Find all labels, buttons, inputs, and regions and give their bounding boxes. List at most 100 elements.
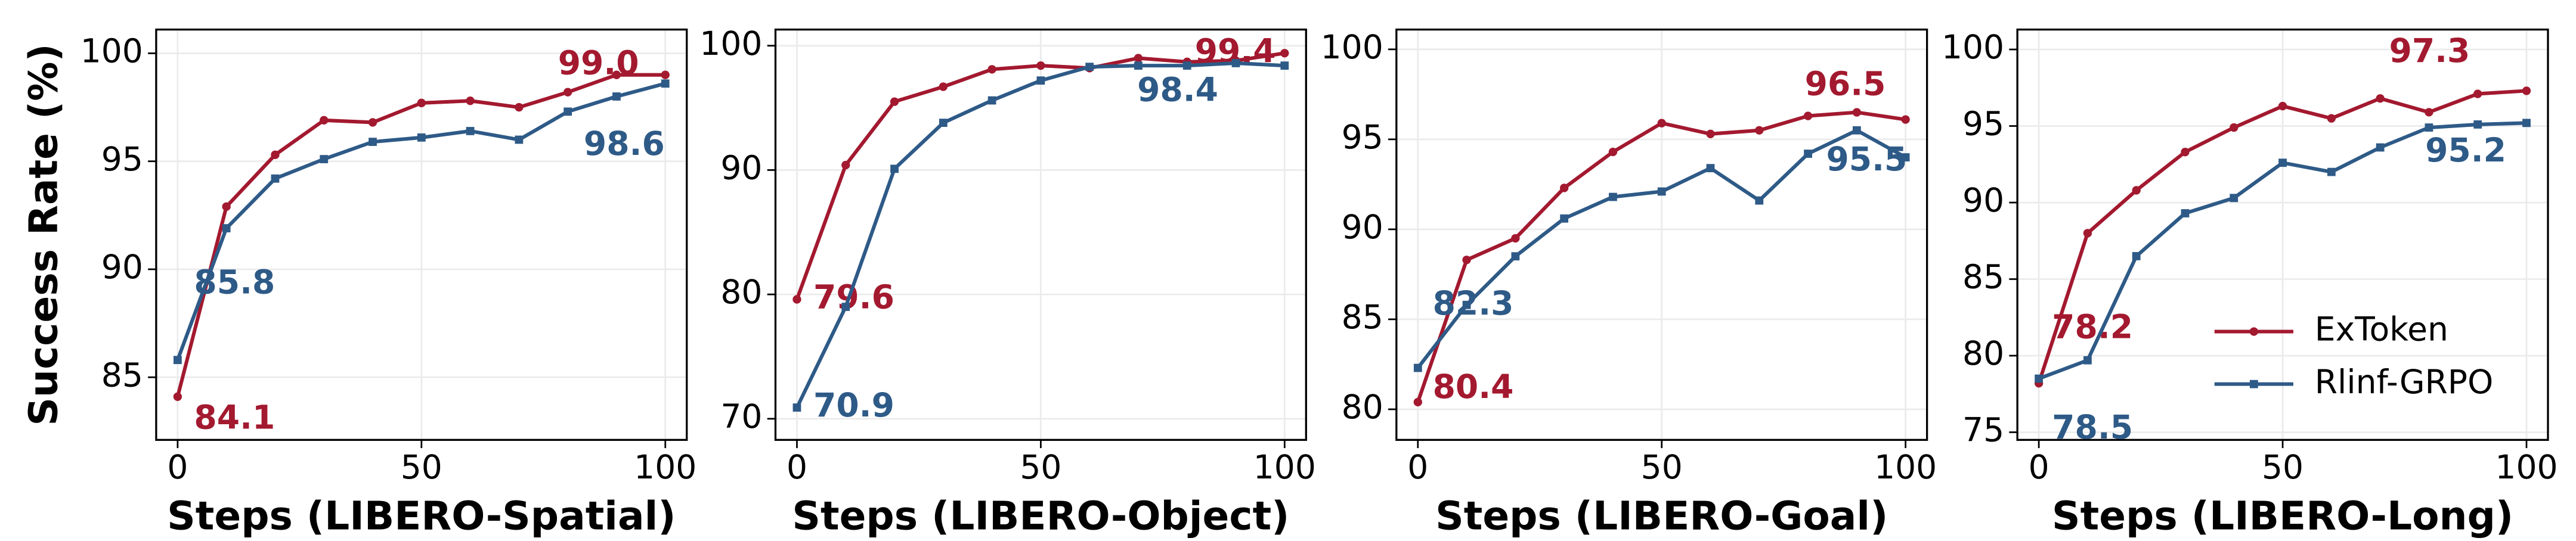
data-label: 96.5 — [1805, 65, 1886, 103]
x-tick-label: 100 — [634, 448, 696, 486]
point-marker — [173, 392, 182, 401]
point-marker — [939, 82, 948, 91]
point-marker — [417, 133, 426, 142]
y-tick-label: 100 — [699, 24, 762, 63]
point-marker — [271, 174, 280, 183]
point-marker — [2083, 356, 2092, 365]
point-marker — [1755, 126, 1764, 135]
point-marker — [564, 107, 572, 116]
point-marker — [564, 88, 572, 97]
point-marker — [2230, 194, 2238, 203]
point-marker — [2083, 229, 2092, 238]
x-tick-label: 0 — [167, 448, 188, 486]
point-marker — [1036, 76, 1045, 85]
point-marker — [661, 70, 670, 79]
x-tick-label: 0 — [1407, 448, 1428, 486]
point-marker — [271, 150, 280, 159]
x-axis-label: Steps (LIBERO-Long) — [2052, 493, 2513, 539]
y-tick-label: 90 — [101, 248, 143, 286]
x-tick-label: 100 — [1874, 448, 1937, 486]
point-marker — [1560, 214, 1569, 223]
point-marker — [1413, 363, 1422, 372]
panel: 85 90 95 100 0 50 100 84.1 99.0 85.8 98.6 Steps (LI… — [20, 28, 696, 539]
data-label: 80.4 — [1433, 368, 1514, 406]
x-tick-label: 50 — [1641, 448, 1683, 486]
point-marker — [2278, 101, 2287, 111]
y-tick-label: 80 — [1342, 388, 1383, 426]
x-tick-label: 0 — [2029, 448, 2049, 486]
y-tick-label: 70 — [720, 397, 762, 436]
point-marker — [939, 119, 948, 128]
panel: 80 85 90 95 100 0 50 100 80.4 96.5 82.3 95.5 Steps (… — [1321, 28, 1937, 539]
point-marker — [2132, 186, 2141, 195]
plot-frame — [2016, 28, 2549, 441]
point-marker — [1657, 187, 1666, 196]
point-marker — [222, 224, 231, 232]
x-tick-label: 100 — [2495, 448, 2558, 486]
point-marker — [2425, 108, 2433, 117]
point-marker — [417, 98, 426, 107]
x-axis-label: Steps (LIBERO-Object) — [792, 493, 1289, 539]
point-marker — [1462, 300, 1471, 309]
point-marker — [2035, 374, 2044, 383]
data-label: 95.2 — [2425, 131, 2506, 169]
data-label: 85.8 — [194, 263, 275, 301]
point-marker — [2181, 209, 2190, 217]
x-tick-label: 50 — [1020, 448, 1061, 486]
point-marker — [1559, 184, 1569, 192]
legend-label: Rlinf-GRPO — [2315, 363, 2494, 401]
point-marker — [466, 127, 475, 135]
y-tick-label: 75 — [1962, 411, 2004, 449]
point-marker — [2473, 89, 2482, 98]
point-marker — [2376, 143, 2385, 152]
point-marker — [2376, 94, 2385, 103]
y-tick-label: 85 — [1342, 298, 1383, 336]
x-axis-label: Steps (LIBERO-Goal) — [1435, 493, 1888, 539]
point-marker — [1085, 63, 1094, 71]
point-marker — [1182, 61, 1191, 70]
plot-frame — [774, 28, 1307, 441]
point-marker — [987, 65, 996, 74]
point-marker — [515, 102, 524, 112]
data-label: 97.3 — [2389, 32, 2470, 70]
point-marker — [2327, 114, 2336, 123]
point-marker — [2522, 119, 2531, 128]
point-marker — [1511, 234, 1520, 243]
y-tick-label: 100 — [80, 32, 143, 70]
point-marker — [1280, 49, 1289, 58]
point-marker — [1134, 61, 1143, 70]
point-marker — [222, 202, 231, 211]
point-marker — [515, 135, 524, 144]
y-tick-label: 95 — [1962, 105, 2004, 143]
point-marker — [612, 92, 621, 101]
x-tick-label: 50 — [401, 448, 442, 486]
point-marker — [320, 155, 329, 163]
x-tick-label: 0 — [787, 448, 807, 486]
point-marker — [2327, 167, 2336, 176]
legend: ExToken Rlinf-GRPO — [2214, 310, 2494, 401]
y-tick-label: 90 — [1962, 181, 2004, 219]
point-marker — [1706, 129, 1715, 138]
point-marker — [841, 303, 850, 311]
data-label: 82.3 — [1433, 284, 1514, 322]
y-tick-label: 90 — [720, 149, 762, 187]
y-tick-label: 95 — [1342, 118, 1383, 156]
point-marker — [2278, 158, 2287, 167]
point-marker — [612, 70, 621, 79]
y-tick-label: 90 — [1342, 208, 1383, 246]
data-label: 98.4 — [1137, 70, 1218, 108]
data-label: 98.6 — [584, 125, 665, 163]
point-marker — [1608, 147, 1618, 157]
point-marker — [1901, 153, 1910, 161]
point-marker — [1462, 256, 1471, 265]
point-marker — [661, 79, 670, 88]
point-marker — [2181, 148, 2190, 157]
y-tick-label: 85 — [1962, 258, 2004, 296]
point-marker — [792, 403, 801, 412]
data-label: 84.1 — [194, 398, 275, 436]
legend-label: ExToken — [2315, 310, 2448, 349]
point-marker — [320, 116, 329, 125]
point-marker — [1657, 119, 1666, 128]
